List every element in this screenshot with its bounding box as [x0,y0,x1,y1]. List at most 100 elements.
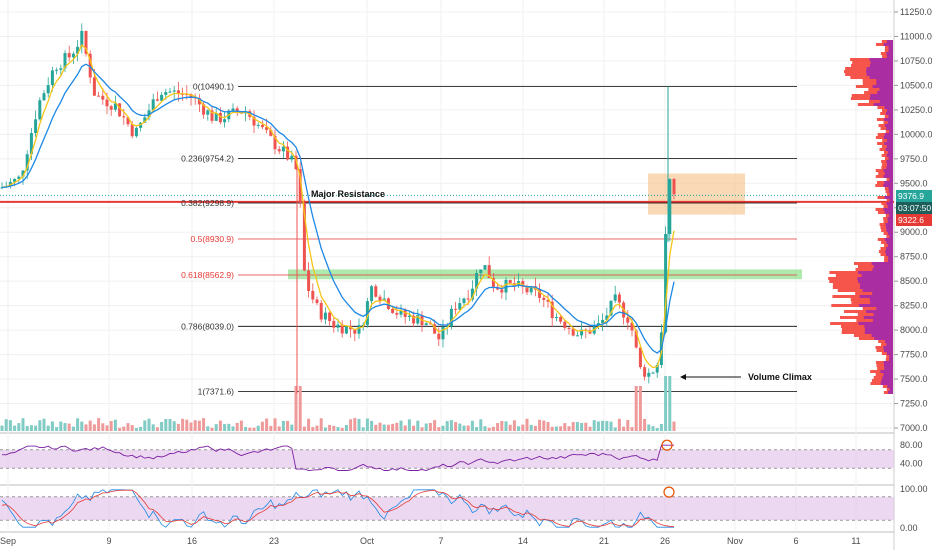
volume-bar [84,424,88,431]
volume-profile-bar-inner [884,133,893,136]
candle-body [638,347,642,368]
candle-body [29,133,33,155]
candle-body [55,69,59,71]
volume-profile-bar-inner [866,73,893,76]
volume-profile [828,40,893,394]
volume-profile-bar-inner [884,118,893,121]
fibonacci-retracement[interactable]: 0(10490.1) 0.236(9754.2) 0.382(9298.9) 0.5(… [181,81,797,397]
price-tick-label: 7500.0 [900,374,928,384]
volume-profile-bar-inner [859,286,893,289]
volume-bar [8,420,12,431]
volume-bar [462,425,466,431]
rsi-line [1,444,674,471]
volume-bar [332,425,336,431]
volume-bar [181,418,185,431]
moving-averages [1,43,675,369]
candle-body [256,124,260,126]
volume-profile-bar-inner [886,241,893,244]
ema-slow-line [1,63,675,354]
volume-bar [34,425,38,431]
volume-bar [504,421,508,431]
volume-profile-bar-inner [880,370,893,373]
candle-body [344,325,348,334]
volume-profile-bar-inner [887,139,893,142]
candle-body [462,298,466,304]
fib-level-label: 0.236(9754.2) [181,153,234,163]
rsi-pane [0,439,894,471]
volume-profile-bar-inner [886,127,893,130]
time-tick-label: 6 [793,536,798,546]
volume-bar [399,420,403,431]
candle-body [668,179,672,234]
candle-body [336,324,340,328]
volume-profile-bar-inner [886,253,893,256]
volume-profile-bar-inner [888,49,893,52]
fib-level-label: 0(10490.1) [193,81,234,91]
volume-profile-bar-inner [882,376,893,379]
candle-body [466,298,470,300]
volume-profile-bar-inner [866,70,893,73]
candle-body [416,315,420,324]
candle-body [449,308,453,327]
volume-profile-bar-inner [870,94,893,97]
volume-profile-bar-inner [886,202,893,205]
price-tag-label: 9322.6 [898,215,924,225]
volume-profile-bar-inner [883,136,893,139]
volume-profile-bar-inner [884,196,893,199]
fib-level-label: 1(7371.6) [198,387,235,397]
volume-bar [46,425,50,431]
candle-body [109,106,113,110]
candle-body [563,321,567,328]
price-tick-label: 9500.0 [900,178,928,188]
volume-bar [38,420,42,431]
candle-body [67,53,71,58]
volume-profile-bar-inner [886,52,893,55]
volume-bar [546,422,550,431]
volume-bar [496,423,500,431]
volume-bar [575,421,579,431]
volume-bar [365,418,369,431]
volume-bar [349,419,353,431]
candle-body [470,288,474,300]
candle-body [84,30,88,54]
volume-bar [659,423,663,431]
price-tag [896,202,932,214]
volume-bar [76,418,80,431]
candle-body [143,117,147,123]
candle-body [231,108,235,111]
candle-body [399,310,403,315]
volume-bar [542,420,546,431]
volume-profile-bar-inner [870,301,893,304]
volume-profile-bar-inner [888,244,893,247]
candle-body [160,94,164,101]
volume-profile-bar-inner [887,220,893,223]
price-tick-label: 10250.0 [900,105,932,115]
candle-body [521,281,525,287]
volume-bar [340,427,344,431]
rsi-tick-label: 80.00 [900,440,923,450]
volume-bar [101,423,105,431]
volume-bar [223,424,227,431]
volume-profile-bar-inner [889,235,893,238]
volume-profile-bar-inner [869,76,893,79]
candle-body [17,176,21,179]
volume-bar [71,426,75,431]
volume-bar [626,419,630,431]
volume-bar [197,420,201,431]
volume-profile-bar-inner [877,91,893,94]
volume-profile-bar-inner [887,391,893,394]
volume-bar [315,425,319,431]
volume-bar [567,426,571,431]
time-tick-label: 23 [269,536,279,546]
volume-bar [420,427,424,431]
volume-bar [638,386,642,431]
candle-body [151,99,155,111]
candle-body [130,124,134,137]
volume-bar [370,420,374,431]
volume-profile-bar-inner [886,160,893,163]
candle-body [626,317,630,323]
volume-bar [80,421,84,431]
volume-bar [302,426,306,431]
volume-profile-bar-inner [859,295,893,298]
